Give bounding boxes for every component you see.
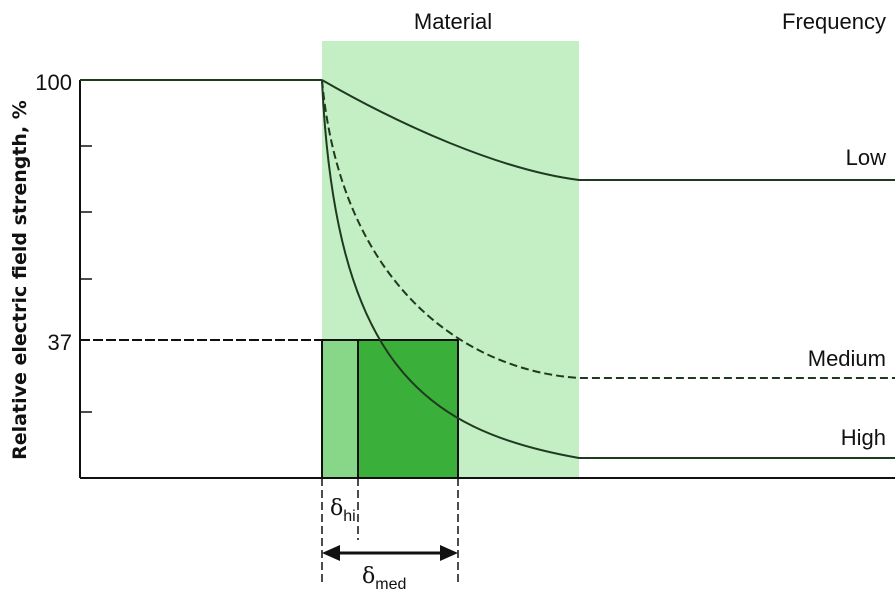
delta-hi-label: δhi xyxy=(330,496,356,525)
delta-hi-symbol: δ xyxy=(330,496,343,521)
delta-med-arrow-right xyxy=(440,545,458,561)
curve-medium xyxy=(321,79,895,379)
delta-hi-subscript: hi xyxy=(343,508,355,525)
curve-low xyxy=(321,79,895,181)
delta-med-arrow-left xyxy=(322,545,340,561)
frequency-title: Frequency xyxy=(782,9,886,34)
curve-low-label: Low xyxy=(846,145,886,170)
curve-high-label: High xyxy=(841,425,886,450)
delta-med-region xyxy=(358,340,458,478)
y-tick-label-37: 37 xyxy=(48,330,72,355)
curve-high xyxy=(321,79,895,459)
material-title: Material xyxy=(414,9,492,34)
curve-medium-label: Medium xyxy=(808,346,886,371)
delta-med-label: δmed xyxy=(362,564,406,593)
delta-med-symbol: δ xyxy=(362,564,375,589)
delta-med-subscript: med xyxy=(375,576,406,593)
y-axis-title: Relative electric field strength, % xyxy=(9,100,31,460)
delta-hi-region xyxy=(322,340,358,478)
y-tick-label-100: 100 xyxy=(35,70,72,95)
